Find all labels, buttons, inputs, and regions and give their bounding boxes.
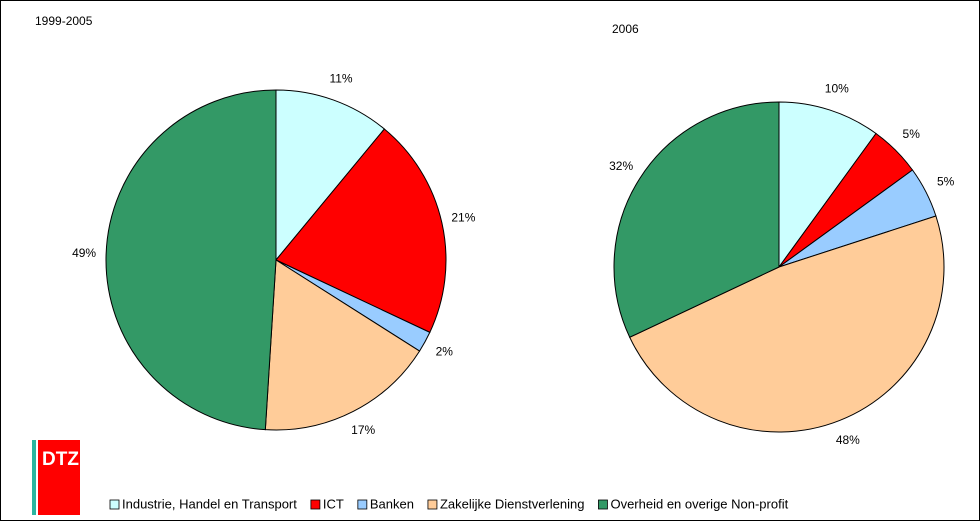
logo-bar xyxy=(32,440,36,515)
legend-label: Banken xyxy=(370,496,414,511)
legend-label: Industrie, Handel en Transport xyxy=(122,496,297,511)
pie-title: 1999-2005 xyxy=(35,14,93,28)
pie-title: 2006 xyxy=(612,22,639,36)
legend-swatch xyxy=(357,499,368,510)
logo-text: DTZ xyxy=(42,449,79,470)
pie-slice xyxy=(629,215,945,433)
legend-swatch xyxy=(427,499,438,510)
value-label: 5% xyxy=(937,174,955,188)
logo-box xyxy=(38,440,80,515)
value-label: 49% xyxy=(72,246,96,260)
value-label: 17% xyxy=(351,423,375,437)
legend-label: Overheid en overige Non-profit xyxy=(610,496,788,511)
value-label: 11% xyxy=(329,72,352,86)
legend-swatch xyxy=(598,499,608,510)
pie-slice xyxy=(275,128,447,334)
pie-slice xyxy=(264,259,421,431)
legend-label: Zakelijke Dienstverlening xyxy=(440,496,585,511)
pie-slice xyxy=(275,89,386,262)
pie-slice xyxy=(613,101,780,338)
legend-label: ICT xyxy=(323,496,344,511)
value-label: 21% xyxy=(451,210,475,224)
value-label: 10% xyxy=(825,81,849,95)
value-label: 2% xyxy=(436,345,454,359)
pie-slice xyxy=(778,101,877,269)
legend-swatch xyxy=(310,499,321,510)
value-label: 32% xyxy=(609,159,633,173)
legend-swatch xyxy=(109,499,120,510)
value-label: 5% xyxy=(903,127,921,141)
value-label: 48% xyxy=(836,433,860,447)
pie-slice xyxy=(105,89,277,431)
